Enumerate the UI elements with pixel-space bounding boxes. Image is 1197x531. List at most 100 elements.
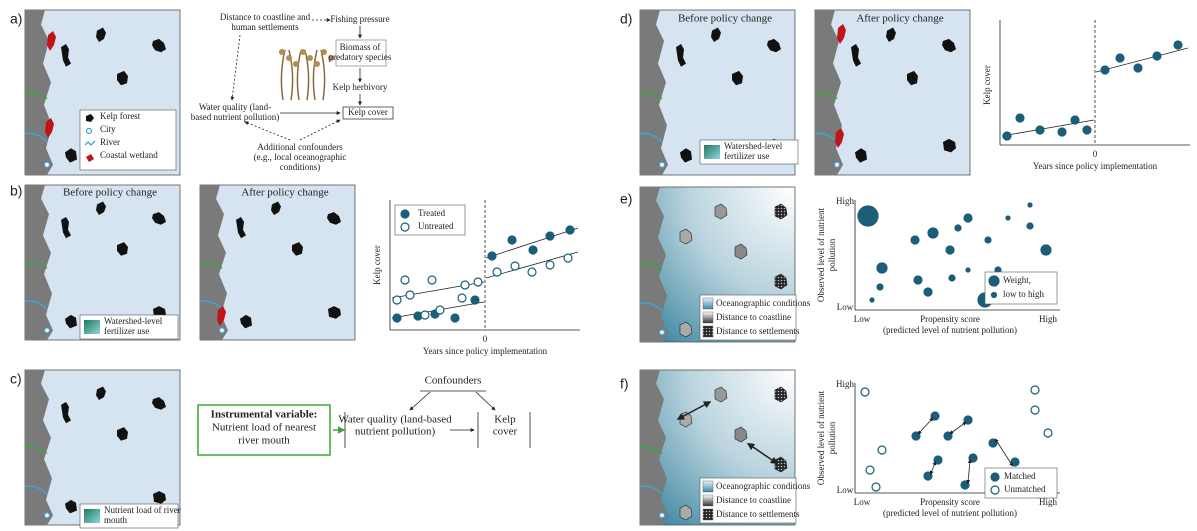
swatch: [703, 312, 713, 323]
point: [511, 262, 519, 270]
swatch: [703, 326, 713, 337]
point: [401, 223, 409, 231]
point: [421, 311, 429, 319]
label: Kelp cover: [982, 65, 992, 105]
point: [872, 483, 880, 491]
point: [877, 284, 883, 290]
point: [1016, 114, 1024, 122]
point: [966, 268, 970, 272]
label: based nutrient pollution): [191, 112, 279, 122]
label: (e.g., local oceanographic: [254, 152, 347, 162]
point: [877, 263, 887, 273]
point: [949, 275, 955, 281]
line: [476, 392, 495, 410]
point: [858, 206, 878, 226]
point: [1101, 66, 1109, 74]
label: Distance to coastline: [716, 495, 791, 505]
swatch: [704, 145, 720, 159]
point: [989, 276, 999, 286]
point: [458, 294, 466, 302]
point: [471, 296, 479, 304]
point: [1044, 429, 1052, 437]
point: [493, 268, 501, 276]
label: Low: [837, 485, 854, 495]
line: [300, 120, 340, 140]
label: Water quality (land-: [199, 102, 271, 112]
kelp-illustration: [314, 61, 320, 67]
label: Low: [837, 302, 854, 312]
label: nutrient pollution): [355, 426, 436, 438]
layout: [25, 10, 1190, 528]
kelp-illustration: [300, 49, 306, 55]
label: 0: [1093, 149, 1098, 159]
label: High: [1039, 497, 1058, 507]
point: [961, 481, 969, 489]
match-arrow: [919, 419, 932, 433]
label: Distance to settlements: [716, 509, 800, 519]
point: [1153, 52, 1161, 60]
line: [410, 392, 430, 410]
label: Kelp cover: [348, 107, 388, 117]
point: [1031, 406, 1039, 414]
point: [870, 298, 874, 302]
point: [931, 412, 939, 420]
point: [436, 306, 444, 314]
label: Biomass of: [340, 42, 381, 52]
label: Kelp cover: [372, 245, 382, 285]
label: Untreated: [418, 221, 454, 231]
label: Oceanographic conditions: [716, 481, 811, 491]
point: [393, 296, 401, 304]
label: Distance to coastline and: [220, 12, 311, 22]
line: [245, 122, 290, 140]
point: [944, 432, 952, 440]
label: Coastal wetland: [100, 150, 158, 160]
point: [955, 225, 961, 231]
label: Low: [854, 314, 871, 324]
point: [878, 446, 886, 454]
label: Propensity score: [920, 314, 980, 324]
point: [546, 261, 554, 269]
match-arrow: [996, 440, 1012, 465]
swatch: [703, 481, 713, 492]
kelp-illustration: [307, 55, 313, 61]
label: Low: [854, 497, 871, 507]
point: [1116, 54, 1124, 62]
texts: a)b)c)d)e)f)Kelp forestCityRiverCoastal …: [10, 11, 1158, 525]
kelp-illustration: [313, 50, 317, 100]
label: Observed level of nutrient: [816, 390, 826, 485]
label: Unmatched: [1004, 484, 1046, 494]
label: cover: [493, 426, 518, 438]
point: [461, 281, 469, 289]
label: (predicted level of nutrient pollution): [883, 325, 1017, 335]
panel-label: d): [620, 11, 632, 27]
point: [866, 466, 874, 474]
label: pollution: [827, 238, 837, 271]
label: Before policy change: [63, 187, 157, 199]
panel-label: a): [10, 11, 22, 27]
label: Watershed-level: [724, 141, 783, 151]
label: (predicted level of nutrient pollution): [883, 508, 1017, 518]
swatch: [703, 509, 713, 520]
label: Years since policy implementation: [423, 346, 548, 356]
kelp-illustration: [281, 50, 285, 100]
point: [946, 246, 954, 254]
point: [924, 472, 932, 480]
label: Nutrient load of nearest: [212, 422, 316, 434]
label: Weight,: [1003, 275, 1031, 285]
label: conditions): [280, 162, 321, 172]
panel-label: c): [10, 371, 22, 387]
label: After policy change: [856, 13, 943, 25]
point: [1031, 386, 1039, 394]
label: Years since policy implementation: [1033, 161, 1158, 171]
point: [393, 314, 401, 322]
label: low to high: [1003, 289, 1045, 299]
point: [1134, 64, 1142, 72]
match-arrow: [951, 423, 965, 433]
label: mouth: [104, 515, 128, 525]
kelp-illustration: [321, 50, 325, 100]
swatch: [84, 509, 100, 523]
label: Oceanographic conditions: [716, 298, 811, 308]
label: High: [1039, 314, 1058, 324]
point: [969, 454, 977, 462]
point: [912, 432, 920, 440]
